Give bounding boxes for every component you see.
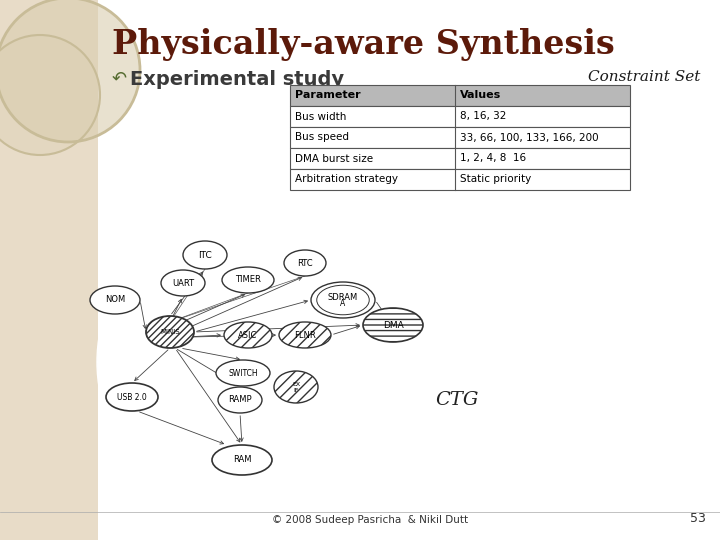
Text: Bus speed: Bus speed bbox=[295, 132, 349, 143]
Ellipse shape bbox=[274, 371, 318, 403]
Text: IF: IF bbox=[293, 388, 299, 393]
Ellipse shape bbox=[90, 286, 140, 314]
Text: Values: Values bbox=[460, 91, 501, 100]
Ellipse shape bbox=[222, 267, 274, 293]
Text: RAM: RAM bbox=[233, 456, 251, 464]
Text: EX: EX bbox=[292, 381, 300, 387]
Text: CTG: CTG bbox=[435, 391, 479, 409]
Bar bbox=[290, 106, 630, 127]
Ellipse shape bbox=[161, 270, 205, 296]
Bar bbox=[290, 127, 630, 148]
Text: ↶: ↶ bbox=[112, 70, 127, 88]
Ellipse shape bbox=[311, 282, 375, 318]
Text: SDRAM: SDRAM bbox=[328, 294, 358, 302]
Circle shape bbox=[97, 204, 413, 520]
Text: NOM: NOM bbox=[105, 295, 125, 305]
Text: DMA: DMA bbox=[382, 321, 403, 329]
Ellipse shape bbox=[317, 285, 369, 315]
Text: ASIC: ASIC bbox=[238, 330, 258, 340]
Text: © 2008 Sudeep Pasricha  & Nikil Dutt: © 2008 Sudeep Pasricha & Nikil Dutt bbox=[272, 515, 468, 525]
Text: UART: UART bbox=[172, 279, 194, 287]
Bar bbox=[290, 169, 630, 190]
Text: A: A bbox=[341, 300, 346, 308]
Text: SWITCH: SWITCH bbox=[228, 368, 258, 377]
Circle shape bbox=[0, 0, 140, 142]
Text: TIMER: TIMER bbox=[235, 275, 261, 285]
Ellipse shape bbox=[146, 316, 194, 348]
Text: Bus width: Bus width bbox=[295, 111, 346, 122]
Bar bbox=[290, 148, 630, 169]
Text: Static priority: Static priority bbox=[460, 174, 531, 185]
Text: 8, 16, 32: 8, 16, 32 bbox=[460, 111, 506, 122]
Ellipse shape bbox=[183, 241, 227, 269]
Ellipse shape bbox=[212, 445, 272, 475]
Ellipse shape bbox=[218, 387, 262, 413]
Text: Constraint Set: Constraint Set bbox=[588, 70, 700, 84]
Text: 53: 53 bbox=[690, 512, 706, 525]
Text: Parameter: Parameter bbox=[295, 91, 361, 100]
Ellipse shape bbox=[216, 360, 270, 386]
Text: ITC: ITC bbox=[198, 251, 212, 260]
Text: Experimental study: Experimental study bbox=[130, 70, 344, 89]
Text: RTC: RTC bbox=[297, 259, 312, 267]
Bar bbox=[290, 85, 630, 106]
Text: USB 2.0: USB 2.0 bbox=[117, 393, 147, 402]
Ellipse shape bbox=[106, 383, 158, 411]
Text: FLNR: FLNR bbox=[294, 330, 316, 340]
Text: Physically-aware Synthesis: Physically-aware Synthesis bbox=[112, 28, 615, 61]
Ellipse shape bbox=[224, 322, 272, 348]
Ellipse shape bbox=[279, 322, 331, 348]
Text: RAMP: RAMP bbox=[228, 395, 252, 404]
Bar bbox=[0, 0, 98, 540]
Text: DMA burst size: DMA burst size bbox=[295, 153, 373, 164]
Ellipse shape bbox=[363, 308, 423, 342]
Text: 33, 66, 100, 133, 166, 200: 33, 66, 100, 133, 166, 200 bbox=[460, 132, 598, 143]
Text: 1, 2, 4, 8  16: 1, 2, 4, 8 16 bbox=[460, 153, 526, 164]
Ellipse shape bbox=[284, 250, 326, 276]
Circle shape bbox=[0, 35, 100, 155]
Text: MINIS: MINIS bbox=[160, 329, 180, 335]
Text: Arbitration strategy: Arbitration strategy bbox=[295, 174, 398, 185]
